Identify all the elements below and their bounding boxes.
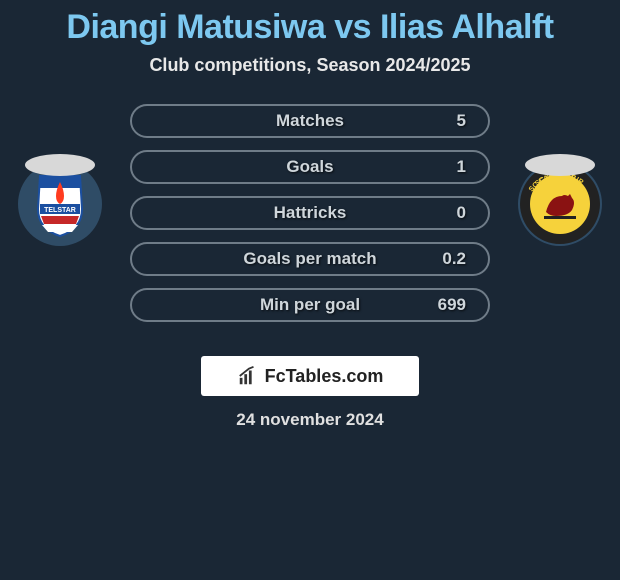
svg-text:TELSTAR: TELSTAR (44, 207, 76, 214)
stat-row: Matches 5 (130, 104, 490, 138)
stat-label: Goals per match (243, 249, 376, 269)
comparison-card: Diangi Matusiwa vs Ilias Alhalft Club co… (0, 0, 620, 580)
stat-row: Hattricks 0 (130, 196, 490, 230)
player-badge-left: TELSTAR (10, 154, 110, 254)
stat-value: 0 (457, 203, 466, 223)
stat-label: Hattricks (274, 203, 347, 223)
subtitle: Club competitions, Season 2024/2025 (0, 55, 620, 76)
player-badge-right: SC CAMBUUR SC CAMBUUR (510, 154, 610, 254)
stats-list: Matches 5 Goals 1 Hattricks 0 Goals per … (130, 104, 490, 334)
page-title: Diangi Matusiwa vs Ilias Alhalft (0, 0, 620, 47)
stat-value: 699 (438, 295, 466, 315)
stat-row: Goals per match 0.2 (130, 242, 490, 276)
badge-oval-left (25, 154, 95, 176)
stat-value: 0.2 (442, 249, 466, 269)
stat-row: Goals 1 (130, 150, 490, 184)
stat-label: Matches (276, 111, 344, 131)
body-area: TELSTAR SC CAMBUUR SC CAMBUUR (0, 104, 620, 334)
date-text: 24 november 2024 (0, 410, 620, 430)
stat-value: 5 (457, 111, 466, 131)
chart-icon (237, 365, 259, 387)
stat-value: 1 (457, 157, 466, 177)
brand-link[interactable]: FcTables.com (201, 356, 419, 396)
badge-oval-right (525, 154, 595, 176)
stat-label: Goals (286, 157, 333, 177)
stat-label: Min per goal (260, 295, 360, 315)
stat-row: Min per goal 699 (130, 288, 490, 322)
brand-text: FcTables.com (265, 366, 384, 387)
